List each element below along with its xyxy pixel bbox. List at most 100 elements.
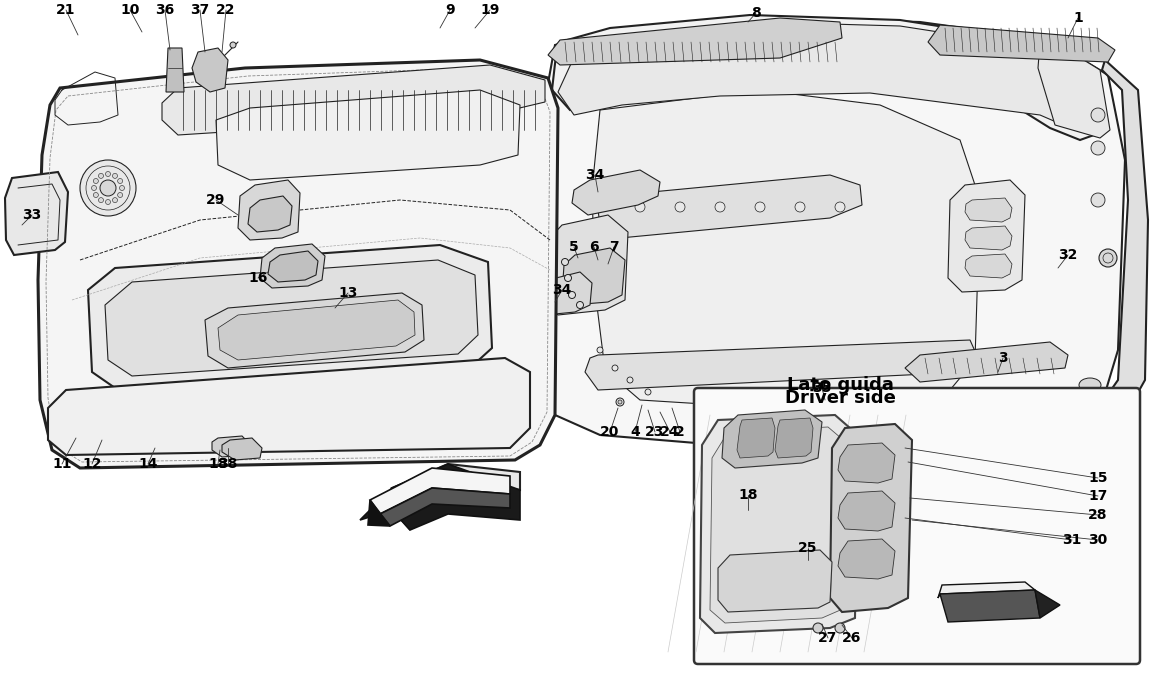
Polygon shape: [222, 438, 262, 460]
Text: 14: 14: [138, 457, 158, 471]
Polygon shape: [710, 427, 848, 623]
Text: 25: 25: [798, 541, 818, 555]
Text: 3: 3: [998, 351, 1007, 365]
Text: 34: 34: [552, 283, 572, 297]
Circle shape: [715, 202, 724, 212]
Polygon shape: [737, 418, 775, 458]
Polygon shape: [538, 18, 1125, 445]
Text: 19: 19: [481, 3, 500, 17]
Polygon shape: [390, 492, 411, 530]
Text: 18: 18: [208, 457, 228, 471]
Text: 23: 23: [645, 425, 665, 439]
Text: 27: 27: [819, 631, 837, 645]
Circle shape: [1099, 249, 1117, 267]
Circle shape: [100, 180, 116, 196]
Polygon shape: [585, 340, 978, 390]
Text: 35: 35: [812, 381, 831, 395]
Circle shape: [616, 398, 624, 406]
Ellipse shape: [1079, 378, 1101, 392]
Circle shape: [612, 365, 618, 371]
Circle shape: [568, 292, 575, 298]
Polygon shape: [105, 260, 478, 376]
Circle shape: [120, 186, 124, 191]
Circle shape: [117, 193, 123, 197]
Text: 33: 33: [22, 208, 41, 222]
Text: 38: 38: [218, 457, 238, 471]
Circle shape: [618, 400, 622, 404]
Polygon shape: [392, 464, 520, 510]
Text: 30: 30: [1088, 533, 1107, 547]
Polygon shape: [192, 48, 228, 92]
Polygon shape: [238, 180, 300, 240]
Polygon shape: [380, 488, 509, 526]
Text: Lato guida: Lato guida: [787, 376, 894, 394]
Polygon shape: [838, 539, 895, 579]
Text: 29: 29: [206, 193, 225, 207]
Circle shape: [813, 623, 823, 633]
Text: Driver side: Driver side: [784, 389, 896, 407]
Polygon shape: [1035, 590, 1060, 618]
Circle shape: [113, 173, 117, 178]
Circle shape: [835, 202, 845, 212]
Polygon shape: [718, 550, 831, 612]
Circle shape: [565, 275, 572, 281]
Polygon shape: [948, 180, 1025, 292]
Text: 20: 20: [600, 425, 620, 439]
Text: 32: 32: [1058, 248, 1078, 262]
Polygon shape: [722, 410, 822, 468]
Polygon shape: [543, 215, 628, 315]
Polygon shape: [905, 342, 1068, 382]
Polygon shape: [940, 590, 1040, 622]
Polygon shape: [552, 15, 1107, 140]
Text: 12: 12: [83, 457, 101, 471]
Polygon shape: [830, 424, 912, 612]
Circle shape: [1091, 193, 1105, 207]
Polygon shape: [218, 300, 415, 360]
Circle shape: [597, 347, 603, 353]
Circle shape: [561, 258, 568, 266]
Text: 4: 4: [630, 425, 639, 439]
Polygon shape: [562, 248, 624, 305]
Circle shape: [635, 202, 645, 212]
Text: 5: 5: [569, 240, 578, 254]
Polygon shape: [1038, 38, 1110, 138]
Polygon shape: [558, 22, 1098, 128]
Polygon shape: [938, 582, 1035, 598]
Circle shape: [117, 178, 123, 184]
Text: 26: 26: [842, 631, 861, 645]
Text: 9: 9: [445, 3, 454, 17]
Polygon shape: [166, 48, 184, 92]
Circle shape: [113, 197, 117, 203]
Text: 34: 34: [585, 168, 605, 182]
Circle shape: [92, 186, 97, 191]
Polygon shape: [592, 90, 980, 405]
Polygon shape: [549, 18, 842, 65]
Polygon shape: [965, 226, 1012, 250]
Polygon shape: [370, 468, 509, 514]
Text: 22: 22: [216, 3, 236, 17]
Circle shape: [756, 202, 765, 212]
Text: 15: 15: [1088, 471, 1107, 485]
Text: 13: 13: [338, 286, 358, 300]
Polygon shape: [700, 415, 858, 633]
Polygon shape: [928, 25, 1116, 62]
Text: 7: 7: [610, 240, 619, 254]
Polygon shape: [89, 245, 492, 390]
Polygon shape: [598, 175, 862, 238]
Text: 1: 1: [1073, 11, 1083, 25]
Circle shape: [99, 197, 104, 203]
Polygon shape: [838, 443, 895, 483]
Circle shape: [93, 178, 99, 184]
Circle shape: [1091, 141, 1105, 155]
Polygon shape: [248, 196, 292, 232]
Circle shape: [93, 193, 99, 197]
Polygon shape: [5, 172, 68, 255]
Polygon shape: [38, 60, 558, 468]
Circle shape: [627, 377, 632, 383]
Circle shape: [99, 173, 104, 178]
Circle shape: [230, 42, 236, 48]
Text: 36: 36: [155, 3, 175, 17]
Circle shape: [675, 202, 685, 212]
Text: 16: 16: [248, 271, 268, 285]
Polygon shape: [965, 254, 1012, 278]
